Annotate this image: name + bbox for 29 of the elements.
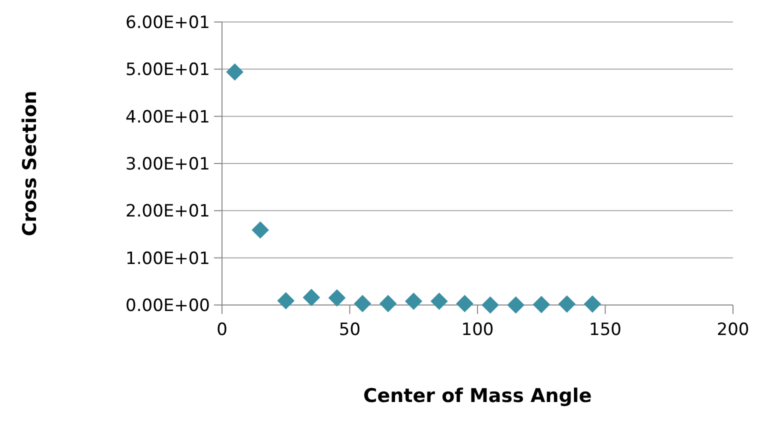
- y-tick-label: 5.00E+01: [126, 60, 210, 80]
- y-tick-label: 1.00E+01: [126, 248, 210, 269]
- point: [354, 294, 372, 312]
- x-tick-label: 0: [216, 320, 228, 340]
- point: [277, 292, 295, 310]
- point: [456, 294, 474, 312]
- point: [558, 295, 576, 313]
- point: [532, 296, 550, 314]
- x-tick-label: 200: [716, 320, 750, 340]
- x-tick-label: 100: [461, 320, 494, 340]
- point: [379, 294, 397, 312]
- y-tick-label: 4.00E+01: [126, 107, 210, 128]
- point: [328, 289, 346, 307]
- point: [226, 63, 244, 81]
- y-tick-label: 6.00E+01: [126, 12, 210, 33]
- x-axis-title: Center of Mass Angle: [363, 385, 592, 407]
- y-tick-label: 2.00E+01: [126, 202, 210, 222]
- point: [507, 296, 524, 314]
- point: [302, 288, 320, 306]
- point: [252, 221, 269, 239]
- y-axis-title: Cross Section: [19, 90, 41, 236]
- point: [404, 292, 422, 310]
- x-tick-label: 50: [338, 320, 361, 340]
- point: [430, 292, 448, 310]
- y-tick-label: 3.00E+01: [126, 154, 210, 174]
- y-tick-label: 0.00E+00: [126, 296, 210, 316]
- x-tick-label: 150: [589, 320, 622, 340]
- point: [584, 295, 602, 313]
- point: [482, 296, 499, 314]
